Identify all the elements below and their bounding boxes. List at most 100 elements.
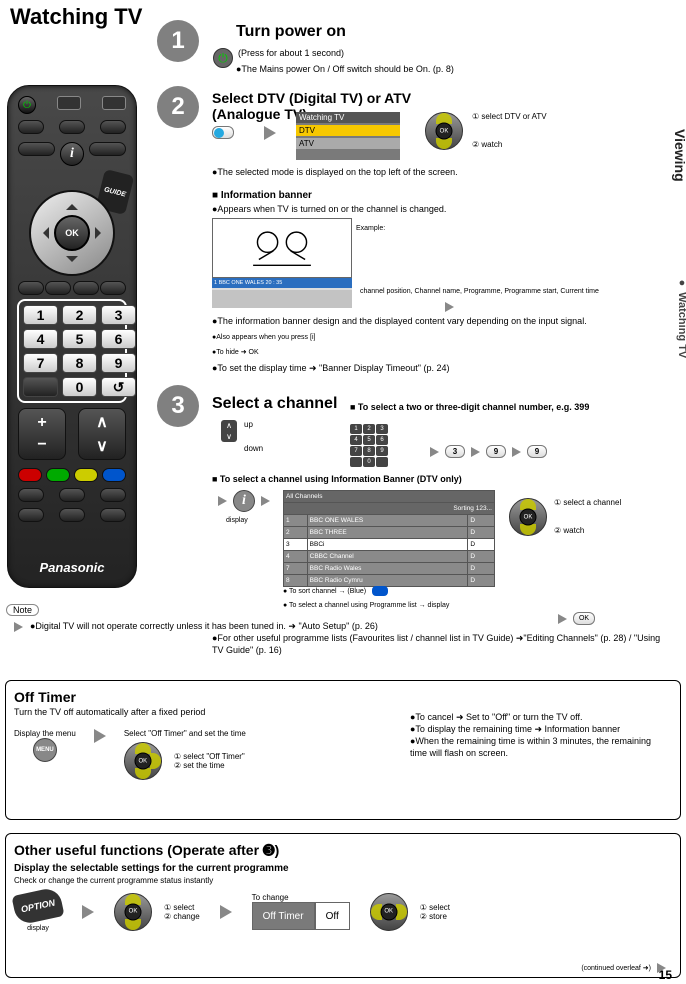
step3-watch-ch: ② watch [554, 526, 584, 535]
offtimer-b1: ●To cancel ➜ Set to "Off" or turn the TV… [410, 711, 670, 723]
offtimer-sel: ① select "Off Timer" [174, 752, 245, 761]
other-sub-heading: Display the selectable settings for the … [14, 863, 672, 874]
tv-mode-button [18, 120, 44, 134]
key-last: ↺ [101, 377, 136, 397]
channel-updown-icon: ∧∨ [221, 420, 237, 442]
mini-keypad-icon: 1234567890 [350, 424, 388, 467]
arrow-icon [94, 729, 106, 743]
stop-button [59, 508, 85, 522]
option-button [18, 281, 44, 295]
pause-button [59, 488, 85, 502]
step3-other-lists: ●For other useful programme lists (Favou… [212, 632, 672, 656]
play-button [18, 488, 44, 502]
remote-control: ⏻ i GUIDE OK 1 2 3 4 5 6 7 8 [7, 85, 137, 588]
other-ok-1: OK [125, 903, 142, 920]
av-button [100, 120, 126, 134]
key-7: 7 [23, 353, 58, 373]
step2-dpad: OK [425, 112, 463, 153]
offtimer-ok: OK [134, 753, 151, 770]
key-3: 3 [101, 305, 136, 325]
key-2: 2 [62, 305, 97, 325]
step1-bubble: 1 [157, 20, 199, 62]
option-button-icon: OPTION [11, 886, 64, 925]
offbar-value: Off [315, 902, 350, 930]
other-dpad-1: OK [114, 893, 152, 931]
step1-sub: ●The Mains power On / Off switch should … [236, 63, 454, 75]
tv-av-button-icon [212, 126, 234, 139]
brand-label: Panasonic [8, 560, 136, 575]
offtimer-set: ② set the time [174, 761, 245, 770]
stt-button [73, 281, 99, 295]
arrow-icon [430, 447, 439, 457]
yellow-button [74, 468, 98, 482]
arrow-icon [512, 447, 521, 457]
side-tab-2: Viewing [672, 115, 686, 195]
offtimer-step2-label: Select "Off Timer" and set the time [124, 729, 246, 738]
step3-up: up [244, 420, 253, 429]
power-icon: ⏻ [213, 48, 233, 68]
ok-button: OK [54, 215, 90, 251]
key-4: 4 [23, 329, 58, 349]
prog-sort: Sorting 123... [284, 503, 495, 515]
step3-digit-heading: ■ To select a two or three-digit channel… [350, 402, 589, 412]
page-number: 15 [659, 968, 672, 982]
continued-label: (continued overleaf ➜) [581, 964, 651, 972]
menu-button [18, 142, 55, 156]
rew-button [18, 508, 44, 522]
arrow-icon [220, 905, 232, 919]
banner-note-a: ●The information banner design and the d… [212, 315, 587, 327]
note-text: ●Digital TV will not operate correctly u… [30, 620, 378, 632]
key-5: 5 [62, 329, 97, 349]
other-dpad-2: OK [370, 893, 408, 931]
text-button [100, 281, 126, 295]
menu-icon: MENU [33, 738, 57, 762]
programme-table: All Channels Sorting 123... 1BBC ONE WAL… [283, 490, 495, 587]
key-6: 6 [101, 329, 136, 349]
offbar-label: Off Timer [252, 902, 315, 930]
mode-atv: ATV [296, 138, 400, 149]
banner-example-label: Example: [356, 225, 385, 232]
return-button [45, 281, 71, 295]
key-mute [23, 377, 58, 397]
step3-title: Select a channel [212, 395, 337, 413]
ff-button [100, 508, 126, 522]
arrow-icon [218, 496, 227, 506]
key-9: 9 [101, 353, 136, 373]
mode-dtv: DTV [296, 125, 400, 136]
key-9a-icon: 9 [486, 445, 506, 458]
exit-button [89, 142, 126, 156]
volume-button: +− [18, 408, 66, 460]
info-banner-line1: ●Appears when TV is turned on or the cha… [212, 203, 446, 215]
info-banner-title: ■ Information banner [212, 190, 312, 201]
key-1: 1 [23, 305, 58, 325]
blue-colour-icon [372, 586, 388, 596]
key-3-icon: 3 [445, 445, 465, 458]
arrow-icon [261, 496, 270, 506]
aspect-button [102, 96, 126, 110]
step2-mode-note: ●The selected mode is displayed on the t… [212, 166, 458, 178]
note-label: Note [6, 604, 39, 616]
ok-pill: OK [573, 612, 595, 625]
other-sel2: ① select [420, 903, 450, 912]
offtimer-dpad: OK [124, 742, 162, 780]
other-heading: Other useful functions (Operate after ➌) [14, 842, 672, 859]
other-chg: ② change [164, 912, 200, 921]
off-timer-section: Off Timer Turn the TV off automatically … [5, 680, 681, 820]
step3-down: down [244, 444, 263, 453]
banner-note-d: ●To set the display time ➜ "Banner Displ… [212, 362, 449, 374]
mode-menu-title: Watching TV [296, 112, 400, 123]
arrow-icon [14, 622, 23, 632]
other-store: ② store [420, 912, 450, 921]
step3-list-label: ● To select a channel using Programme li… [283, 602, 449, 609]
step3-ok: OK [520, 509, 537, 526]
input-button [57, 96, 81, 110]
step3-dpad: OK [509, 498, 547, 539]
step2-watch-label: ② watch [472, 140, 502, 149]
offtimer-step1-label: Display the menu [14, 729, 76, 738]
arrow-icon [471, 447, 480, 457]
banner-note-b: ●Also appears when you press [i] [212, 334, 315, 341]
step3-infob-heading: ■ To select a channel using Information … [212, 474, 462, 484]
offtimer-b2: ●To display the remaining time ➜ Informa… [410, 723, 670, 735]
other-sel: ① select [164, 903, 200, 912]
i-icon: i [233, 490, 255, 512]
